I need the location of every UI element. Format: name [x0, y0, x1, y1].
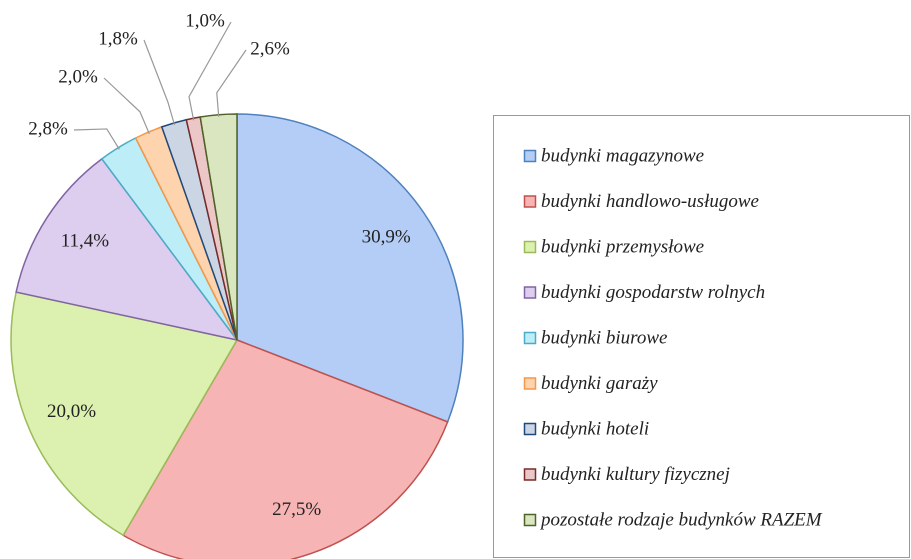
legend-swatch — [523, 513, 537, 527]
legend-label: budynki biurowe — [541, 327, 667, 348]
leader-line — [73, 128, 120, 150]
legend-swatch — [523, 149, 537, 163]
pie-slice — [15, 157, 239, 342]
pie-slice — [236, 113, 464, 423]
legend-label: budynki magazynowe — [541, 145, 704, 166]
leader-line — [216, 49, 247, 117]
leader-line — [188, 21, 232, 121]
legend-label: budynki kultury fizycznej — [541, 464, 730, 485]
leader-line — [143, 39, 176, 126]
legend-label: budynki hoteli — [541, 418, 649, 439]
legend-swatch — [523, 377, 537, 390]
legend-label: budynki handlowo-usługowe — [541, 191, 759, 212]
legend-swatch — [523, 468, 537, 481]
legend-swatch — [523, 240, 537, 254]
data-label: 30,9% — [362, 226, 411, 247]
legend-box — [493, 115, 910, 558]
legend-label: budynki garaży — [541, 373, 658, 394]
legend-swatch — [523, 331, 537, 345]
data-label: 2,8% — [28, 118, 68, 139]
leader-line — [103, 77, 150, 135]
data-label: 1,8% — [98, 28, 138, 49]
data-label: 27,5% — [272, 499, 321, 520]
data-label: 11,4% — [61, 231, 110, 252]
legend-swatch — [523, 422, 537, 436]
data-label: 2,6% — [250, 38, 290, 59]
legend-label: budynki przemysłowe — [541, 236, 704, 257]
pie-slice — [122, 339, 449, 559]
legend-label: pozostałe rodzaje budynków RAZEM — [539, 509, 823, 530]
pie-slice — [10, 291, 239, 537]
data-label: 2,0% — [58, 66, 98, 87]
legend-swatch — [523, 195, 537, 208]
data-label: 20,0% — [47, 401, 96, 422]
data-label: 1,0% — [185, 10, 225, 31]
legend-label: budynki gospodarstw rolnych — [541, 282, 765, 303]
legend-swatch — [523, 286, 537, 299]
